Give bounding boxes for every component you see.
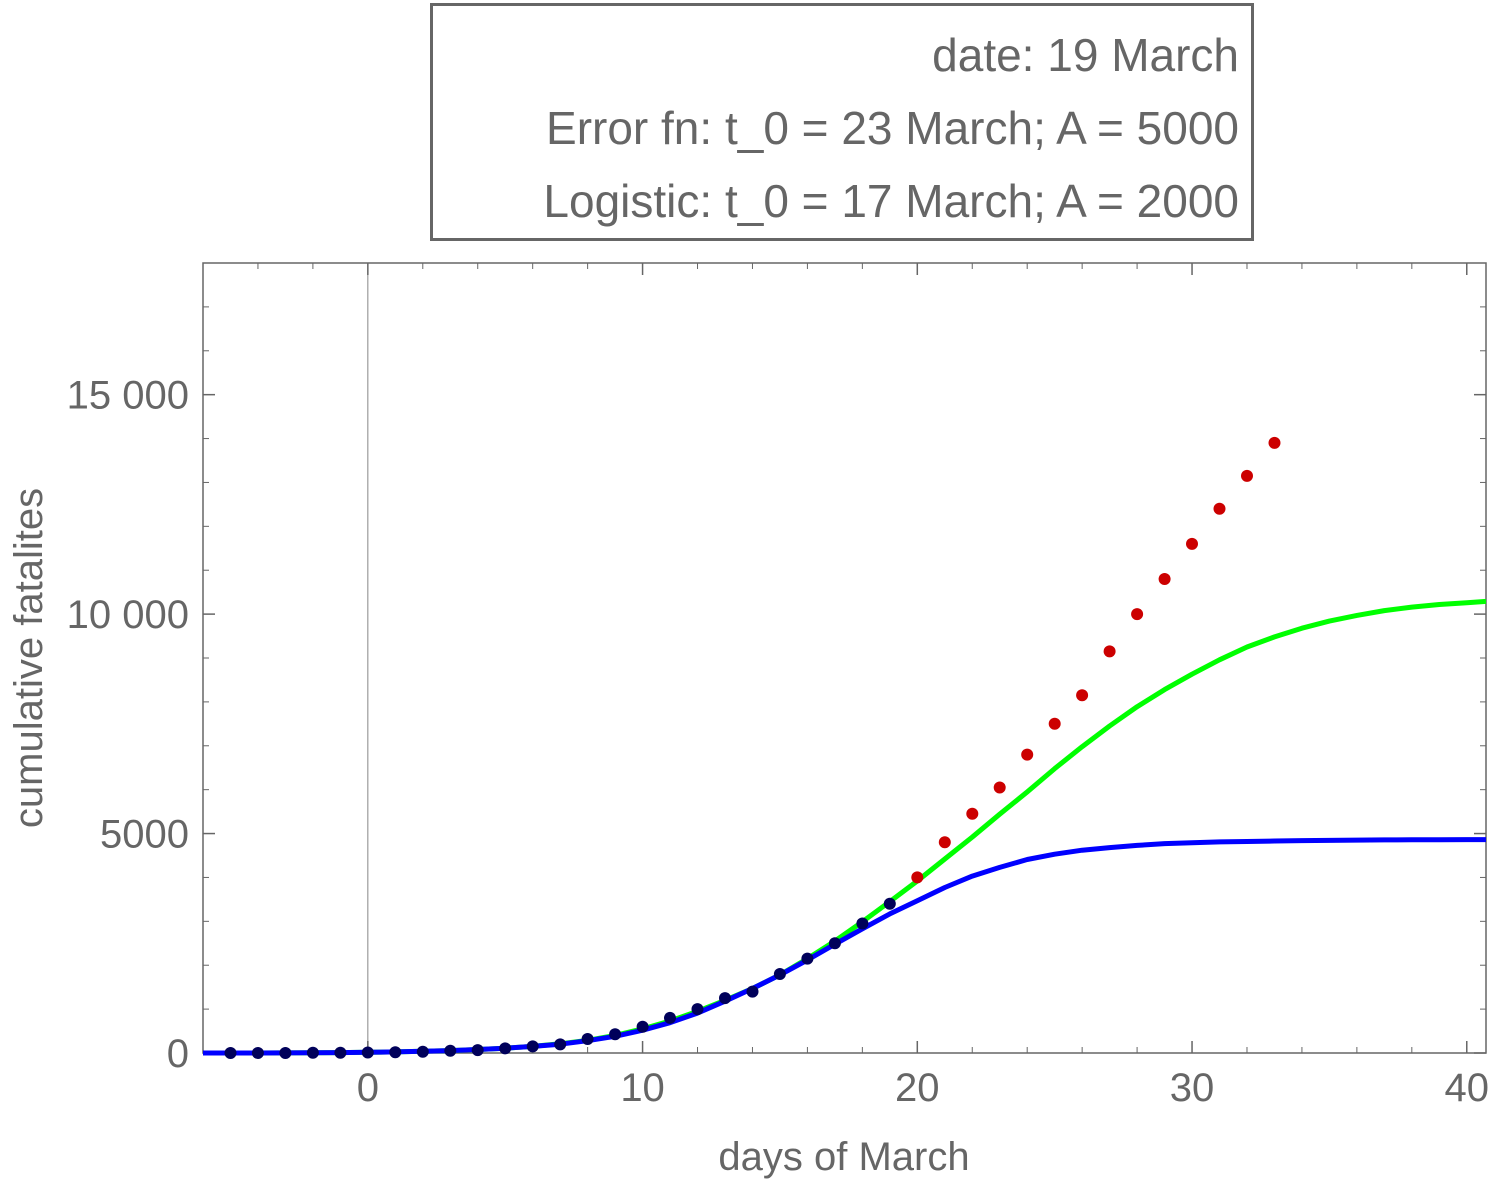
data-point xyxy=(1158,573,1171,585)
data-point xyxy=(1076,689,1089,702)
x-axis-title: days of March xyxy=(718,1135,969,1179)
data-point xyxy=(416,1045,429,1058)
data-point xyxy=(746,985,759,998)
data-point xyxy=(279,1047,292,1059)
data-point xyxy=(1186,537,1198,550)
data-point xyxy=(306,1046,319,1059)
data-point xyxy=(664,1011,676,1024)
x-tick-label: 0 xyxy=(357,1066,379,1110)
y-tick-label: 10 000 xyxy=(67,593,189,637)
data-point xyxy=(389,1046,402,1059)
data-point xyxy=(719,992,731,1005)
legend-error-fn: Error fn: t_0 = 23 March; A = 5000 xyxy=(546,102,1239,154)
data-point xyxy=(444,1044,457,1057)
data-point xyxy=(334,1046,347,1059)
data-point xyxy=(499,1042,512,1055)
data-point xyxy=(471,1044,484,1057)
x-tick-label: 20 xyxy=(895,1066,940,1110)
data-point xyxy=(224,1047,237,1059)
data-point xyxy=(691,1003,704,1016)
data-point xyxy=(554,1038,567,1051)
data-point xyxy=(773,968,786,980)
data-point xyxy=(1241,469,1253,482)
data-point xyxy=(828,937,841,950)
data-point xyxy=(883,897,896,910)
x-tick-label: 40 xyxy=(1445,1066,1490,1110)
data-point xyxy=(526,1040,539,1053)
data-point xyxy=(856,917,869,930)
data-point xyxy=(911,871,924,884)
legend-logistic: Logistic: t_0 = 17 March; A = 2000 xyxy=(543,175,1239,227)
data-point xyxy=(609,1028,622,1041)
data-point xyxy=(938,836,951,849)
x-tick-label: 30 xyxy=(1170,1066,1215,1110)
data-point xyxy=(993,781,1006,794)
plot-legend: date: 19 March Error fn: t_0 = 23 March;… xyxy=(430,3,1254,241)
data-point xyxy=(636,1020,649,1033)
legend-date: date: 19 March xyxy=(932,29,1239,81)
data-point xyxy=(1213,502,1226,515)
y-tick-label: 0 xyxy=(167,1032,189,1076)
y-tick-label: 15 000 xyxy=(67,374,189,418)
data-point xyxy=(581,1033,594,1045)
y-tick-label: 5000 xyxy=(100,813,189,857)
series-line-0 xyxy=(203,598,1487,1056)
data-point xyxy=(251,1047,264,1059)
x-tick-label: 10 xyxy=(620,1066,665,1110)
data-point xyxy=(1021,748,1034,761)
data-point xyxy=(1131,608,1144,621)
series-line-1 xyxy=(203,837,1486,1056)
data-point xyxy=(361,1046,374,1059)
data-point xyxy=(1103,645,1116,658)
data-point xyxy=(1268,436,1281,449)
y-axis-title: cumulative fatalites xyxy=(7,488,51,828)
data-point xyxy=(801,952,814,965)
data-point xyxy=(1048,717,1061,730)
data-point xyxy=(966,807,979,820)
